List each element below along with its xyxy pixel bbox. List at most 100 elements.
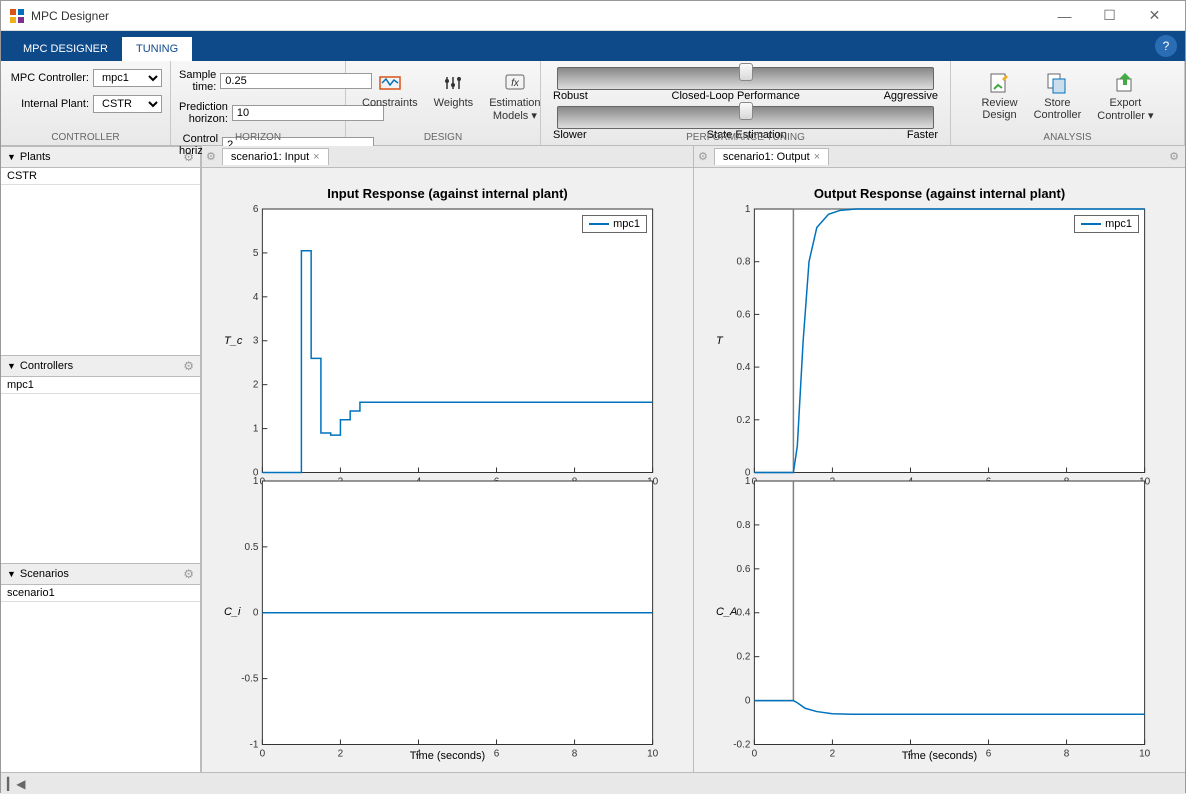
output-plot-tabs: ⚙ scenario1: Output × ⚙ — [694, 146, 1185, 168]
svg-text:0.5: 0.5 — [245, 541, 259, 552]
scenarios-panel-header[interactable]: ▼ Scenarios ⚙ — [1, 563, 200, 585]
input-plot-title: Input Response (against internal plant) — [212, 186, 683, 201]
svg-text:-0.2: -0.2 — [733, 739, 751, 750]
input-plot-tabs: ⚙ scenario1: Input × — [202, 146, 693, 168]
gear-icon[interactable]: ⚙ — [183, 567, 194, 581]
help-button[interactable]: ? — [1155, 35, 1177, 57]
close-button[interactable]: ✕ — [1132, 2, 1177, 30]
ribbon-analysis-section: Review Design Store Controller Export Co… — [951, 61, 1185, 145]
mpc-controller-select[interactable]: mpc1 — [93, 69, 162, 87]
constraints-icon — [378, 71, 402, 95]
svg-text:1: 1 — [253, 475, 259, 486]
gear-icon[interactable]: ⚙ — [183, 359, 194, 373]
plants-panel-header[interactable]: ▼ Plants ⚙ — [1, 146, 200, 168]
input-xlabel: Time (seconds) — [212, 750, 683, 762]
controllers-title: Controllers — [20, 360, 73, 372]
output-top-ylabel: T — [716, 335, 723, 347]
toolstrip-tabs: MPC DESIGNER TUNING ? — [1, 31, 1185, 61]
input-tab[interactable]: scenario1: Input × — [222, 148, 329, 165]
svg-text:0.4: 0.4 — [737, 607, 751, 618]
statusbar: ▎◀ — [1, 772, 1185, 794]
slider1-center: Closed-Loop Performance — [588, 90, 884, 102]
svg-text:5: 5 — [253, 248, 259, 259]
svg-text:0.6: 0.6 — [737, 309, 751, 320]
svg-text:0: 0 — [260, 748, 266, 759]
titlebar: MPC Designer — ☐ ✕ — [1, 1, 1185, 31]
slider1-right: Aggressive — [884, 90, 938, 102]
output-legend: mpc1 — [1074, 215, 1139, 233]
gear-icon[interactable]: ⚙ — [1169, 150, 1179, 163]
statusbar-back-icon[interactable]: ▎◀ — [7, 777, 25, 791]
internal-plant-select[interactable]: CSTR — [93, 95, 162, 113]
svg-text:1: 1 — [745, 475, 751, 486]
svg-text:8: 8 — [572, 748, 578, 759]
ribbon: MPC Controller: mpc1 Internal Plant: CST… — [1, 61, 1185, 146]
minimize-button[interactable]: — — [1042, 2, 1087, 30]
weights-button[interactable]: Weights — [426, 69, 482, 111]
svg-text:10: 10 — [1139, 748, 1151, 759]
state-estimation-slider[interactable] — [557, 106, 934, 129]
controllers-panel-header[interactable]: ▼ Controllers ⚙ — [1, 355, 200, 377]
svg-text:6: 6 — [986, 748, 992, 759]
svg-text:2: 2 — [830, 748, 836, 759]
ribbon-horizon-section: Sample time: Prediction horizon: Control… — [171, 61, 346, 145]
ribbon-performance-section: Robust Closed-Loop Performance Aggressiv… — [541, 61, 951, 145]
design-section-label: DESIGN — [346, 132, 540, 143]
svg-text:0.2: 0.2 — [737, 651, 751, 662]
svg-text:1: 1 — [253, 424, 259, 435]
svg-text:0: 0 — [752, 748, 758, 759]
gear-icon[interactable]: ⚙ — [206, 150, 216, 163]
controller-section-label: CONTROLLER — [1, 132, 170, 143]
gear-icon[interactable]: ⚙ — [698, 150, 708, 163]
store-icon — [1045, 71, 1069, 95]
ribbon-controller-section: MPC Controller: mpc1 Internal Plant: CST… — [1, 61, 171, 145]
collapse-icon: ▼ — [7, 569, 16, 579]
svg-text:0.2: 0.2 — [737, 415, 751, 426]
svg-text:2: 2 — [338, 748, 344, 759]
store-controller-button[interactable]: Store Controller — [1026, 69, 1090, 123]
svg-text:0.4: 0.4 — [737, 362, 751, 373]
output-plot-canvas: Output Response (against internal plant)… — [694, 168, 1185, 772]
output-bottom-ylabel: C_A — [716, 606, 737, 618]
slider1-left: Robust — [553, 90, 588, 102]
svg-text:-1: -1 — [250, 739, 259, 750]
app-icon — [9, 8, 25, 24]
prediction-horizon-label: Prediction horizon: — [179, 101, 228, 125]
svg-text:6: 6 — [494, 748, 500, 759]
tab-tuning[interactable]: TUNING — [122, 37, 192, 61]
input-legend: mpc1 — [582, 215, 647, 233]
main-area: ▼ Plants ⚙ CSTR ▼ Controllers ⚙ mpc1 ▼ S… — [1, 146, 1185, 772]
plants-panel-body: CSTR — [1, 168, 200, 355]
collapse-icon: ▼ — [7, 361, 16, 371]
collapse-icon: ▼ — [7, 152, 16, 162]
input-bottom-ylabel: C_i — [224, 606, 241, 618]
sidebar: ▼ Plants ⚙ CSTR ▼ Controllers ⚙ mpc1 ▼ S… — [1, 146, 201, 772]
output-tab[interactable]: scenario1: Output × — [714, 148, 829, 165]
close-tab-icon[interactable]: × — [313, 151, 319, 163]
svg-text:4: 4 — [416, 748, 422, 759]
svg-text:0.8: 0.8 — [737, 519, 751, 530]
input-plot-column: ⚙ scenario1: Input × Input Response (aga… — [201, 146, 693, 772]
controllers-panel-body: mpc1 — [1, 377, 200, 564]
tab-mpc-designer[interactable]: MPC DESIGNER — [9, 37, 122, 61]
scenario-item[interactable]: scenario1 — [1, 585, 200, 602]
horizon-section-label: HORIZON — [171, 132, 345, 143]
constraints-button[interactable]: Constraints — [354, 69, 426, 111]
maximize-button[interactable]: ☐ — [1087, 2, 1132, 30]
internal-plant-label: Internal Plant: — [9, 98, 89, 110]
plant-item[interactable]: CSTR — [1, 168, 200, 185]
closed-loop-slider[interactable] — [557, 67, 934, 90]
export-controller-button[interactable]: Export Controller ▾ — [1089, 69, 1161, 124]
controller-item[interactable]: mpc1 — [1, 377, 200, 394]
svg-text:fx: fx — [511, 78, 520, 89]
estimation-models-button[interactable]: fx Estimation Models ▾ — [481, 69, 548, 124]
export-icon — [1113, 71, 1137, 95]
window-title: MPC Designer — [31, 9, 1042, 23]
analysis-section-label: ANALYSIS — [951, 132, 1184, 143]
review-design-button[interactable]: Review Design — [973, 69, 1025, 123]
svg-text:4: 4 — [908, 748, 914, 759]
output-plot-title: Output Response (against internal plant) — [704, 186, 1175, 201]
output-xlabel: Time (seconds) — [704, 750, 1175, 762]
scenarios-panel-body: scenario1 — [1, 585, 200, 772]
close-tab-icon[interactable]: × — [814, 151, 820, 163]
